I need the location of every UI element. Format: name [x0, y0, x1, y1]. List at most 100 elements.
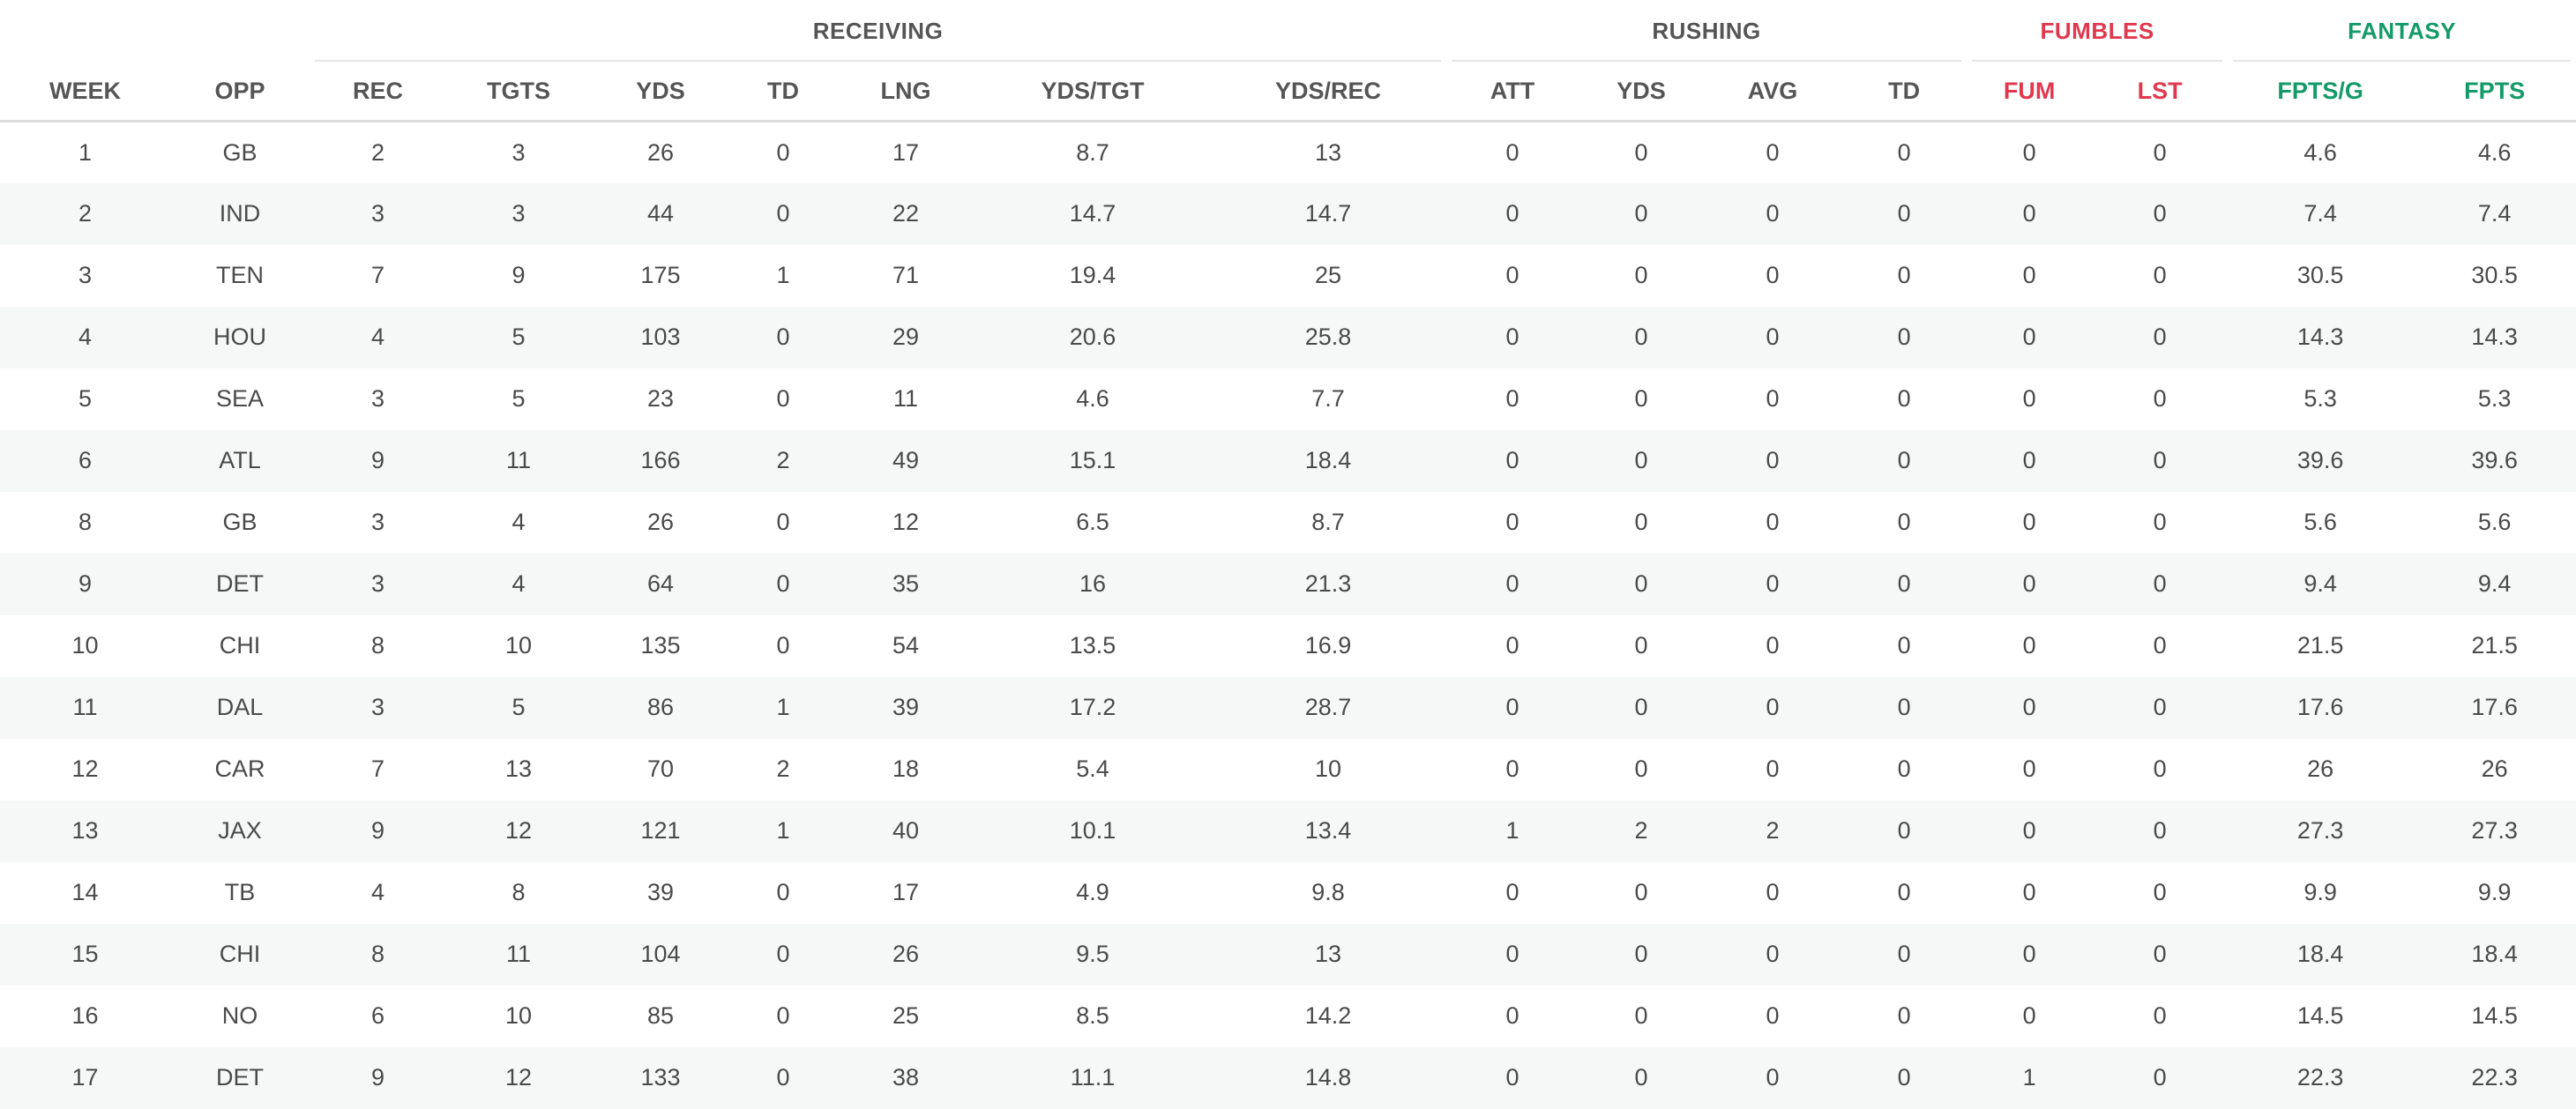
cell-fum: 0: [2022, 694, 2036, 720]
cell-tgts: 13: [504, 755, 533, 782]
cell-rec: 4: [370, 879, 385, 905]
cell-rec-yds: 26: [646, 138, 675, 166]
cell-att: 0: [1505, 385, 1519, 412]
cell-avg: 0: [1766, 755, 1780, 782]
cell-fpts: 4.6: [2477, 138, 2512, 166]
cell-avg: 2: [1766, 817, 1780, 844]
cell-rec-td: 0: [776, 1064, 790, 1090]
cell-att: 0: [1505, 262, 1519, 288]
cell-yds-rec: 10: [1315, 755, 1342, 782]
cell-rush-td: 0: [1897, 1064, 1911, 1090]
cell-yds-tgt: 5.4: [1076, 755, 1109, 782]
col-header-rush-td[interactable]: TD: [1841, 62, 1967, 123]
cell-lng: 17: [892, 138, 920, 166]
cell-week: 16: [71, 1002, 99, 1029]
col-header-opp[interactable]: OPP: [170, 62, 310, 123]
cell-rec: 3: [370, 509, 385, 535]
cell-fpts-g: 21.5: [2296, 632, 2344, 659]
cell-opp: ATL: [219, 447, 261, 473]
cell-rec-yds: 103: [640, 324, 681, 350]
cell-rec-td: 1: [776, 694, 790, 720]
cell-yds-rec: 13.4: [1304, 817, 1352, 844]
cell-fpts-g: 5.3: [2303, 385, 2337, 412]
cell-fpts: 14.3: [2471, 324, 2518, 350]
cell-tgts: 10: [504, 632, 533, 659]
cell-rush-yds: 0: [1634, 755, 1648, 782]
cell-lst: 0: [2153, 1002, 2167, 1029]
cell-rec: 9: [370, 447, 385, 473]
cell-att: 0: [1505, 879, 1519, 905]
cell-fum: 0: [2022, 879, 2036, 905]
cell-rec: 7: [370, 755, 385, 782]
col-header-fpts-g[interactable]: FPTS/G: [2228, 62, 2414, 123]
cell-rec-yds: 175: [640, 262, 681, 288]
cell-rec-yds: 166: [640, 447, 681, 473]
group-header-fantasy: FANTASY: [2228, 0, 2576, 62]
cell-rec-yds: 23: [646, 385, 675, 412]
cell-fum: 0: [2022, 138, 2036, 166]
col-header-rec-td[interactable]: TD: [730, 62, 836, 123]
table-row: 14 TB 4 8 39 0 17 4.9 9.8 0 0 0 0 0 0 9.9 9.9: [0, 862, 2576, 924]
cell-fum: 0: [2022, 262, 2036, 288]
cell-fpts: 26: [2481, 755, 2508, 782]
cell-yds-tgt: 9.5: [1076, 941, 1109, 967]
cell-lng: 26: [892, 941, 920, 967]
cell-lng: 39: [892, 694, 920, 720]
cell-fpts-g: 18.4: [2296, 941, 2344, 967]
col-header-rush-yds[interactable]: YDS: [1579, 62, 1705, 123]
cell-yds-rec: 28.7: [1304, 694, 1352, 720]
cell-opp: DAL: [216, 694, 264, 720]
col-header-lst[interactable]: LST: [2092, 62, 2229, 123]
cell-week: 8: [78, 509, 93, 535]
col-header-rec-yds[interactable]: YDS: [591, 62, 730, 123]
cell-week: 13: [71, 817, 99, 844]
cell-lng: 35: [892, 570, 920, 597]
cell-rec-td: 1: [776, 817, 790, 844]
col-header-week[interactable]: WEEK: [0, 62, 170, 123]
col-header-avg[interactable]: AVG: [1704, 62, 1842, 123]
cell-rush-yds: 0: [1634, 1002, 1648, 1029]
cell-avg: 0: [1766, 879, 1780, 905]
cell-week: 1: [78, 138, 93, 166]
cell-rec-yds: 26: [646, 509, 675, 535]
cell-rec-td: 2: [776, 755, 790, 782]
cell-tgts: 4: [511, 509, 526, 535]
col-header-fpts[interactable]: FPTS: [2413, 62, 2576, 123]
col-header-yds-tgt[interactable]: YDS/TGT: [975, 62, 1210, 123]
cell-tgts: 4: [511, 570, 526, 597]
cell-att: 0: [1505, 632, 1519, 659]
col-header-fum[interactable]: FUM: [1967, 62, 2093, 123]
cell-yds-tgt: 8.5: [1076, 1002, 1109, 1029]
group-header-rushing: RUSHING: [1446, 0, 1967, 62]
cell-rec: 8: [370, 632, 385, 659]
cell-rec-td: 0: [776, 1002, 790, 1029]
cell-week: 15: [71, 941, 99, 967]
cell-yds-rec: 7.7: [1311, 385, 1345, 412]
cell-att: 0: [1505, 447, 1519, 473]
cell-week: 3: [78, 262, 93, 288]
col-header-att[interactable]: ATT: [1446, 62, 1579, 123]
cell-rec-td: 0: [776, 509, 790, 535]
col-header-lng[interactable]: LNG: [836, 62, 975, 123]
col-header-rec[interactable]: REC: [310, 62, 446, 123]
cell-avg: 0: [1766, 262, 1780, 288]
col-header-tgts[interactable]: TGTS: [446, 62, 591, 123]
cell-lst: 0: [2153, 941, 2167, 967]
cell-fpts-g: 17.6: [2296, 694, 2344, 720]
cell-fpts: 22.3: [2471, 1064, 2518, 1090]
cell-fum: 1: [2022, 1064, 2036, 1090]
cell-fpts: 5.3: [2477, 385, 2512, 412]
cell-rush-td: 0: [1897, 879, 1911, 905]
cell-att: 0: [1505, 941, 1519, 967]
cell-yds-rec: 25: [1315, 262, 1342, 288]
cell-rec-yds: 70: [646, 755, 675, 782]
cell-opp: GB: [222, 509, 258, 535]
cell-yds-tgt: 17.2: [1069, 694, 1116, 720]
col-header-yds-rec[interactable]: YDS/REC: [1210, 62, 1447, 123]
cell-opp: JAX: [218, 817, 262, 844]
cell-lng: 25: [892, 1002, 920, 1029]
cell-att: 0: [1505, 570, 1519, 597]
cell-yds-tgt: 16: [1079, 570, 1107, 597]
cell-rec-yds: 104: [640, 941, 681, 967]
cell-rush-yds: 0: [1634, 941, 1648, 967]
